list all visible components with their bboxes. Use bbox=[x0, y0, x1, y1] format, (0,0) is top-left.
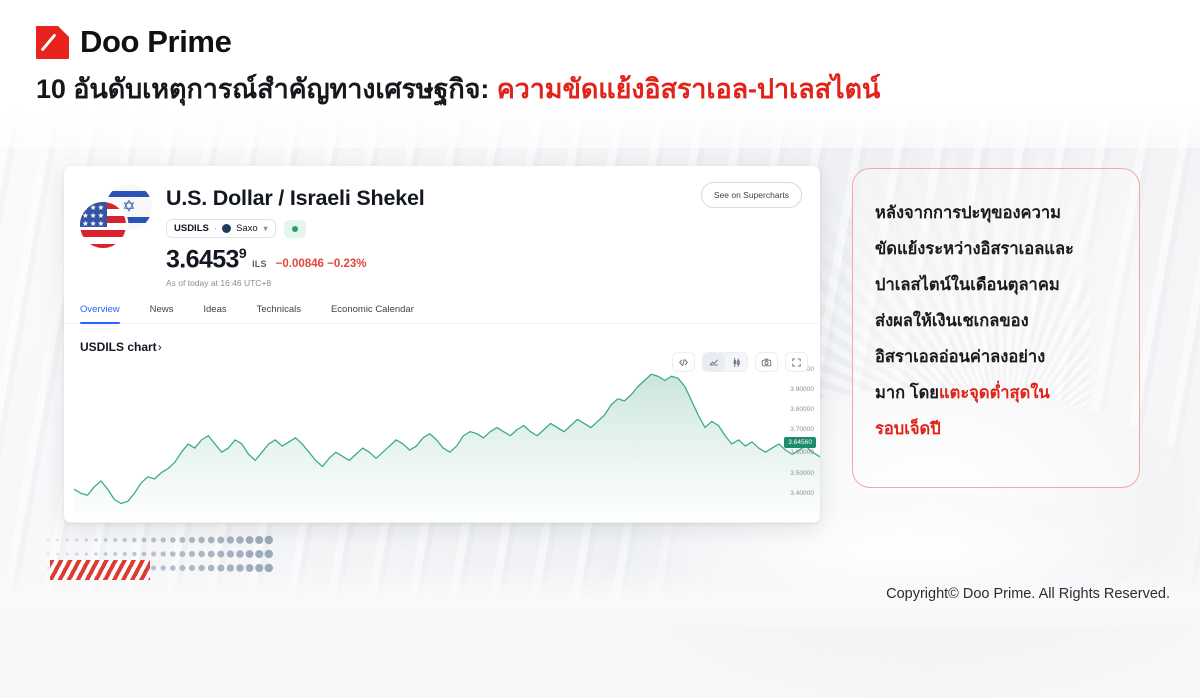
chip-separator: · bbox=[213, 223, 218, 234]
market-status-badge bbox=[283, 219, 306, 238]
page-title-prefix: 10 อันดับเหตุการณ์สำคัญทางเศรษฐกิจ: bbox=[36, 74, 490, 104]
background-header-panel bbox=[0, 0, 1200, 148]
y-tick-label: 3.80000 bbox=[790, 406, 814, 414]
tab-overview[interactable]: Overview bbox=[80, 298, 136, 325]
chart-title-link[interactable]: USDILS chart› bbox=[80, 340, 804, 354]
brand-logo: Doo Prime bbox=[36, 24, 880, 60]
y-tick-label: 3.60000 bbox=[790, 449, 814, 457]
price-row: 3.64539 ILS −0.00846 −0.23% bbox=[166, 245, 425, 274]
copyright-text: Copyright© Doo Prime. All Rights Reserve… bbox=[886, 586, 1170, 602]
y-tick-label: 3.40000 bbox=[790, 490, 814, 498]
chart-title-text: USDILS chart bbox=[80, 340, 157, 355]
symbol-chip-row: USDILS · Saxo ▾ bbox=[166, 219, 425, 238]
chart-plot-area: 4.00000 3.90000 3.80000 3.70000 3.64560 … bbox=[64, 352, 820, 523]
as-of-timestamp: As of today at 16:46 UTC+8 bbox=[166, 278, 272, 289]
y-tick-label: 3.90000 bbox=[790, 386, 814, 394]
callout-line: อิสราเอลอ่อนค่าลงอย่าง bbox=[875, 348, 1046, 366]
brand-name: Doo Prime bbox=[80, 24, 232, 59]
currency-label: ILS bbox=[252, 259, 267, 270]
camera-snapshot-icon[interactable] bbox=[755, 352, 778, 373]
tab-technicals[interactable]: Technicals bbox=[256, 304, 301, 316]
widget-tabs: Overview News Ideas Technicals Economic … bbox=[64, 298, 820, 325]
callout-line-plain: มาก โดย bbox=[875, 384, 939, 402]
price-change-absolute: −0.00846 bbox=[275, 258, 324, 271]
red-stripe-block-icon bbox=[50, 560, 150, 580]
callout-line-accent: รอบเจ็ดปี bbox=[875, 420, 941, 438]
callout-line: หลังจากการปะทุของความ bbox=[875, 204, 1061, 222]
ticker-label: USDILS bbox=[174, 223, 209, 234]
symbol-source-chip[interactable]: USDILS · Saxo ▾ bbox=[166, 219, 276, 238]
chart-title-row: USDILS chart› bbox=[64, 324, 820, 354]
header: Doo Prime 10 อันดับเหตุการณ์สำคัญทางเศรษ… bbox=[0, 0, 880, 110]
tab-news[interactable]: News bbox=[149, 304, 174, 316]
symbol-header: See on Supercharts ✡ ★★★ ★★★ ★★★ U.S. Doll… bbox=[64, 166, 820, 288]
y-tick-label: 3.70000 bbox=[790, 426, 814, 434]
embed-code-icon[interactable] bbox=[672, 352, 695, 373]
chart-type-toggle-group[interactable] bbox=[702, 352, 748, 373]
page-title: 10 อันดับเหตุการณ์สำคัญทางเศรษฐกิจ: ความ… bbox=[36, 67, 880, 110]
symbol-title: U.S. Dollar / Israeli Shekel bbox=[166, 186, 425, 210]
candlestick-chart-icon[interactable] bbox=[725, 353, 747, 371]
source-label: Saxo bbox=[236, 223, 258, 234]
chevron-down-icon[interactable]: ▾ bbox=[263, 224, 268, 233]
market-open-dot-icon bbox=[291, 225, 298, 232]
current-price-badge: 3.64560 bbox=[784, 437, 816, 449]
callout-line: ขัดแย้งระหว่างอิสราเอลและ bbox=[875, 240, 1074, 258]
chart-toolbar bbox=[672, 352, 808, 373]
saxo-logo-icon bbox=[222, 224, 232, 233]
callout-line-accent: แตะจุดต่ำสุดใน bbox=[938, 384, 1050, 402]
price-change: −0.00846 −0.23% bbox=[276, 258, 367, 270]
symbol-row: ✡ ★★★ ★★★ ★★★ U.S. Dollar / Israeli Shekel… bbox=[80, 182, 802, 288]
usa-flag-icon: ★★★ ★★★ ★★★ bbox=[80, 202, 126, 248]
last-price-fraction: 9 bbox=[238, 245, 247, 261]
y-axis: 4.00000 3.90000 3.80000 3.70000 3.64560 … bbox=[766, 360, 818, 523]
last-price-value: 3.6453 bbox=[166, 245, 239, 274]
tab-ideas[interactable]: Ideas bbox=[203, 304, 227, 316]
price-area-chart bbox=[74, 373, 820, 523]
area-chart-icon[interactable] bbox=[703, 353, 725, 372]
price-change-percent: −0.23% bbox=[327, 258, 367, 271]
background-footer-band bbox=[0, 562, 1200, 628]
callout-line: ส่งผลให้เงินเชเกลของ bbox=[875, 312, 1029, 330]
page-title-accent: ความขัดแย้งอิสราเอล-ปาเลสไตน์ bbox=[496, 74, 881, 104]
tab-economic-calendar[interactable]: Economic Calendar bbox=[330, 304, 414, 316]
x-axis: 2023 Feb Mar Apr May Jun Jul Aug Sep Oct… bbox=[64, 522, 820, 523]
y-tick-label: 3.50000 bbox=[790, 470, 814, 478]
summary-callout: หลังจากการปะทุของความ ขัดแย้งระหว่างอิสร… bbox=[852, 168, 1140, 488]
symbol-meta: U.S. Dollar / Israeli Shekel USDILS · Sa… bbox=[166, 182, 425, 288]
fullscreen-icon[interactable] bbox=[785, 352, 808, 373]
doo-prime-logo-icon bbox=[36, 25, 69, 59]
callout-line: ปาเลสไตน์ในเดือนตุลาคม bbox=[875, 276, 1060, 294]
decorative-dot-grid bbox=[26, 530, 316, 592]
chevron-right-icon: › bbox=[157, 340, 162, 355]
see-on-supercharts-button[interactable]: See on Supercharts bbox=[700, 182, 802, 208]
currency-pair-flags: ✡ ★★★ ★★★ ★★★ bbox=[80, 182, 154, 248]
callout-line-accent-last: รอบเจ็ดปี bbox=[875, 411, 1119, 447]
tradingview-widget-card: See on Supercharts ✡ ★★★ ★★★ ★★★ U.S. Doll… bbox=[64, 166, 820, 523]
callout-line-mixed: มาก โดยแตะจุดต่ำสุดใน bbox=[875, 375, 1119, 411]
last-price: 3.64539 bbox=[166, 245, 247, 274]
